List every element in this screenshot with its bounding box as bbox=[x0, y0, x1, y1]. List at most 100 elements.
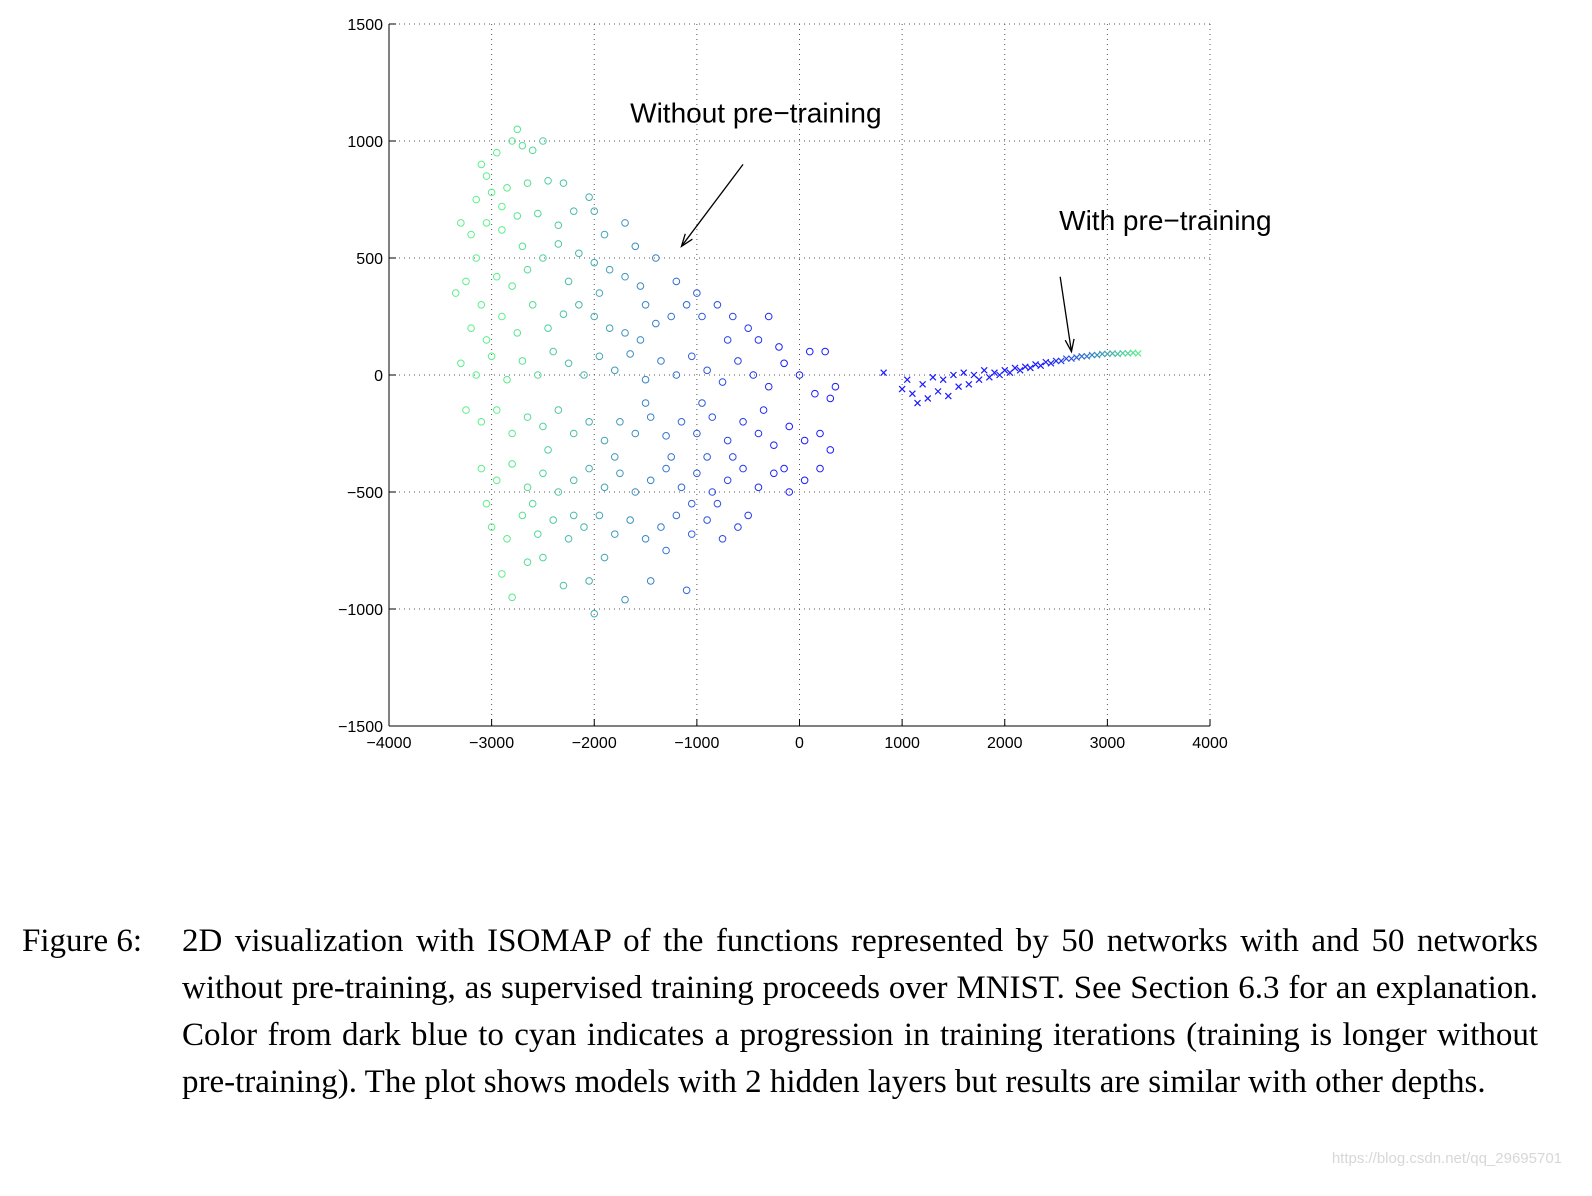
circle-point bbox=[610, 453, 619, 461]
circle-point bbox=[754, 429, 763, 438]
circle-point bbox=[677, 418, 686, 426]
circle-point bbox=[549, 516, 558, 524]
circle-point bbox=[544, 324, 552, 333]
circle-point bbox=[734, 523, 742, 531]
circle-point bbox=[492, 476, 501, 485]
circle-point bbox=[518, 511, 527, 520]
circle-point bbox=[631, 488, 640, 496]
circle-point bbox=[739, 418, 747, 426]
circle-point bbox=[708, 413, 717, 421]
x-tick-label: 2000 bbox=[987, 735, 1023, 752]
x-point bbox=[1016, 366, 1024, 374]
x-point bbox=[965, 380, 973, 388]
circle-point bbox=[482, 172, 491, 180]
circle-point bbox=[539, 137, 547, 145]
circle-point bbox=[600, 553, 609, 562]
x-point bbox=[1073, 354, 1081, 361]
circle-point bbox=[605, 265, 614, 274]
circle-point bbox=[631, 429, 640, 438]
circle-point bbox=[646, 476, 655, 485]
circle-point bbox=[703, 366, 711, 375]
circle-point bbox=[626, 350, 634, 358]
annotation-arrow bbox=[680, 164, 744, 247]
circle-point bbox=[528, 146, 537, 155]
circle-point bbox=[616, 418, 624, 426]
circle-point bbox=[754, 483, 763, 492]
circle-point bbox=[534, 371, 542, 379]
circle-point bbox=[621, 272, 629, 281]
circle-point bbox=[564, 535, 573, 543]
circle-point bbox=[503, 375, 511, 384]
circle-point bbox=[462, 406, 470, 414]
x-point bbox=[1083, 352, 1091, 360]
circle-point bbox=[775, 343, 783, 351]
x-point bbox=[934, 387, 942, 395]
x-point bbox=[1052, 357, 1060, 365]
watermark: https://blog.csdn.net/qq_29695701 bbox=[1331, 1150, 1562, 1167]
circle-point bbox=[667, 453, 676, 461]
circle-point bbox=[641, 301, 650, 309]
x-point bbox=[898, 385, 906, 393]
circle-point bbox=[569, 207, 578, 215]
y-tick-label: 500 bbox=[356, 251, 383, 268]
x-point bbox=[1057, 357, 1065, 365]
circle-point bbox=[539, 469, 547, 478]
circle-point bbox=[585, 418, 593, 426]
annotations: Without pre−training With pre−training bbox=[630, 97, 1272, 354]
y-tick-label: −1000 bbox=[338, 602, 383, 619]
circle-point bbox=[764, 312, 773, 321]
x-point bbox=[1078, 352, 1086, 360]
circle-point bbox=[492, 272, 501, 281]
circle-point bbox=[646, 577, 655, 585]
circle-point bbox=[718, 535, 727, 543]
circle-point bbox=[569, 511, 578, 520]
circle-point bbox=[467, 324, 475, 333]
circle-point bbox=[780, 464, 788, 473]
circle-point bbox=[477, 301, 486, 309]
circle-point bbox=[744, 511, 752, 520]
circle-point bbox=[513, 329, 522, 337]
circle-point bbox=[723, 476, 732, 485]
circle-point bbox=[795, 371, 804, 379]
circle-point bbox=[523, 558, 532, 567]
circle-point bbox=[528, 301, 537, 309]
circle-point bbox=[539, 254, 547, 262]
circle-point bbox=[713, 499, 722, 508]
circle-point bbox=[693, 289, 701, 297]
circle-point bbox=[600, 230, 609, 239]
circle-point bbox=[764, 382, 773, 391]
circle-point bbox=[482, 499, 491, 508]
x-tick-label: −2000 bbox=[572, 735, 617, 752]
circle-point bbox=[657, 523, 665, 531]
circle-point bbox=[636, 336, 645, 344]
circle-point bbox=[575, 249, 583, 258]
circle-point bbox=[508, 137, 516, 145]
y-tick-label: −500 bbox=[347, 485, 383, 502]
x-point bbox=[939, 376, 947, 384]
circle-point bbox=[462, 277, 470, 286]
circle-point bbox=[503, 535, 511, 543]
x-tick-label: 1000 bbox=[884, 735, 920, 752]
circle-point bbox=[636, 282, 645, 290]
circle-point bbox=[718, 378, 727, 386]
circle-point bbox=[785, 488, 794, 496]
circle-point bbox=[595, 352, 604, 361]
circle-point bbox=[708, 488, 717, 496]
circle-point bbox=[693, 429, 701, 438]
circle-point bbox=[580, 523, 588, 531]
circle-point bbox=[821, 347, 829, 356]
x-point bbox=[1093, 351, 1101, 359]
circle-point bbox=[534, 530, 542, 538]
circle-point bbox=[477, 464, 486, 473]
circle-point bbox=[616, 469, 624, 478]
circle-point bbox=[508, 282, 516, 290]
circle-point bbox=[477, 418, 486, 426]
circle-point bbox=[569, 429, 578, 438]
x-point bbox=[991, 369, 998, 377]
circle-point bbox=[780, 359, 788, 368]
circle-point bbox=[487, 523, 496, 531]
circle-point bbox=[451, 289, 460, 297]
circle-point bbox=[641, 375, 650, 384]
x-point bbox=[1119, 349, 1127, 357]
circle-point bbox=[482, 219, 491, 227]
